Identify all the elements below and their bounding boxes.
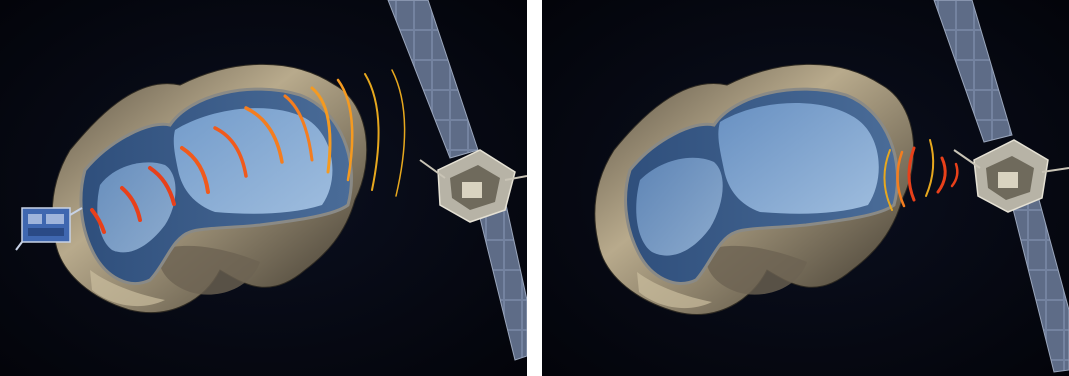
signal-arc <box>310 86 332 174</box>
signal-arc <box>907 146 916 202</box>
comet-illustration-right <box>542 0 1069 376</box>
signal-arc <box>950 162 959 188</box>
panel-right <box>542 0 1069 376</box>
panel-left <box>0 0 527 376</box>
interior-lobe-large <box>718 103 879 214</box>
comet-interior-cutaway <box>79 87 353 285</box>
signal-arc <box>896 150 906 208</box>
orbiter-spacecraft <box>419 149 527 223</box>
signal-arc <box>120 186 142 222</box>
radar-signal-arcs-right <box>883 139 959 211</box>
signal-arc <box>936 156 947 194</box>
signal-arc <box>213 126 248 178</box>
orbiter-spacecraft <box>953 139 1069 213</box>
signal-arc <box>283 94 314 162</box>
signal-arc <box>391 69 406 197</box>
lander-spacecraft <box>15 207 83 251</box>
signal-arc <box>925 139 935 197</box>
comet-illustration-left <box>0 0 527 376</box>
orbiter-solar-panel-upper <box>933 0 1013 143</box>
radar-signal-arcs-left <box>90 69 406 234</box>
signal-arc <box>364 73 380 191</box>
signal-arc <box>244 106 284 164</box>
interior-lobe-small <box>636 157 723 256</box>
signal-arc <box>90 208 106 234</box>
comet-interior-cutaway <box>624 87 899 285</box>
signal-arc <box>883 149 893 211</box>
signal-arc <box>180 146 210 194</box>
signal-arc <box>336 78 354 182</box>
orbiter-solar-panel-upper <box>387 0 479 159</box>
signal-arc <box>148 166 176 206</box>
interior-lobe-large <box>173 108 333 214</box>
